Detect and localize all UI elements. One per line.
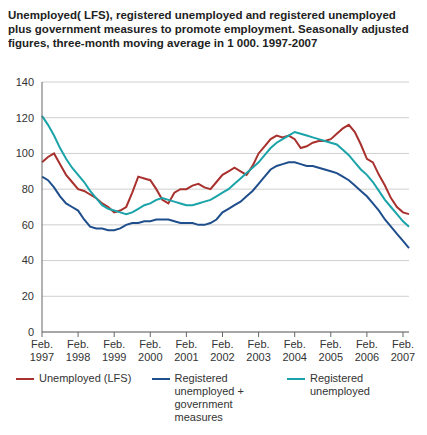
svg-text:Feb.1999: Feb.1999 bbox=[102, 338, 126, 363]
svg-text:Feb.2006: Feb.2006 bbox=[355, 338, 379, 363]
html-text:Registered unemployed: Registered unemployed bbox=[310, 372, 370, 397]
svg-text:100: 100 bbox=[16, 147, 34, 159]
svg-text:Feb.2001: Feb.2001 bbox=[174, 338, 198, 363]
svg-text:120: 120 bbox=[16, 112, 34, 124]
svg-text:0: 0 bbox=[28, 326, 34, 338]
svg-text:Feb.2000: Feb.2000 bbox=[138, 338, 162, 363]
svg-text:Feb.2004: Feb.2004 bbox=[282, 338, 306, 363]
svg-text:Feb.2002: Feb.2002 bbox=[210, 338, 234, 363]
svg-text:Feb.1998: Feb.1998 bbox=[66, 338, 90, 363]
svg-text:Feb.2005: Feb.2005 bbox=[319, 338, 343, 363]
svg-text:Feb.2003: Feb.2003 bbox=[246, 338, 270, 363]
svg-text:Feb.1997: Feb.1997 bbox=[30, 338, 54, 363]
svg-text:80: 80 bbox=[22, 183, 34, 195]
svg-text:20: 20 bbox=[22, 290, 34, 302]
svg-text:40: 40 bbox=[22, 254, 34, 266]
html-text:Unemployed (LFS): Unemployed (LFS) bbox=[39, 372, 132, 384]
svg-text:60: 60 bbox=[22, 219, 34, 231]
html-text:Registered unemployed + govern: Registered unemployed + government measu… bbox=[174, 372, 244, 423]
html-text:Unemployed( LFS), registered u: Unemployed( LFS), registered unemployed … bbox=[8, 9, 409, 49]
svg-text:140: 140 bbox=[16, 76, 34, 88]
svg-text:Feb.2007: Feb.2007 bbox=[391, 338, 415, 363]
